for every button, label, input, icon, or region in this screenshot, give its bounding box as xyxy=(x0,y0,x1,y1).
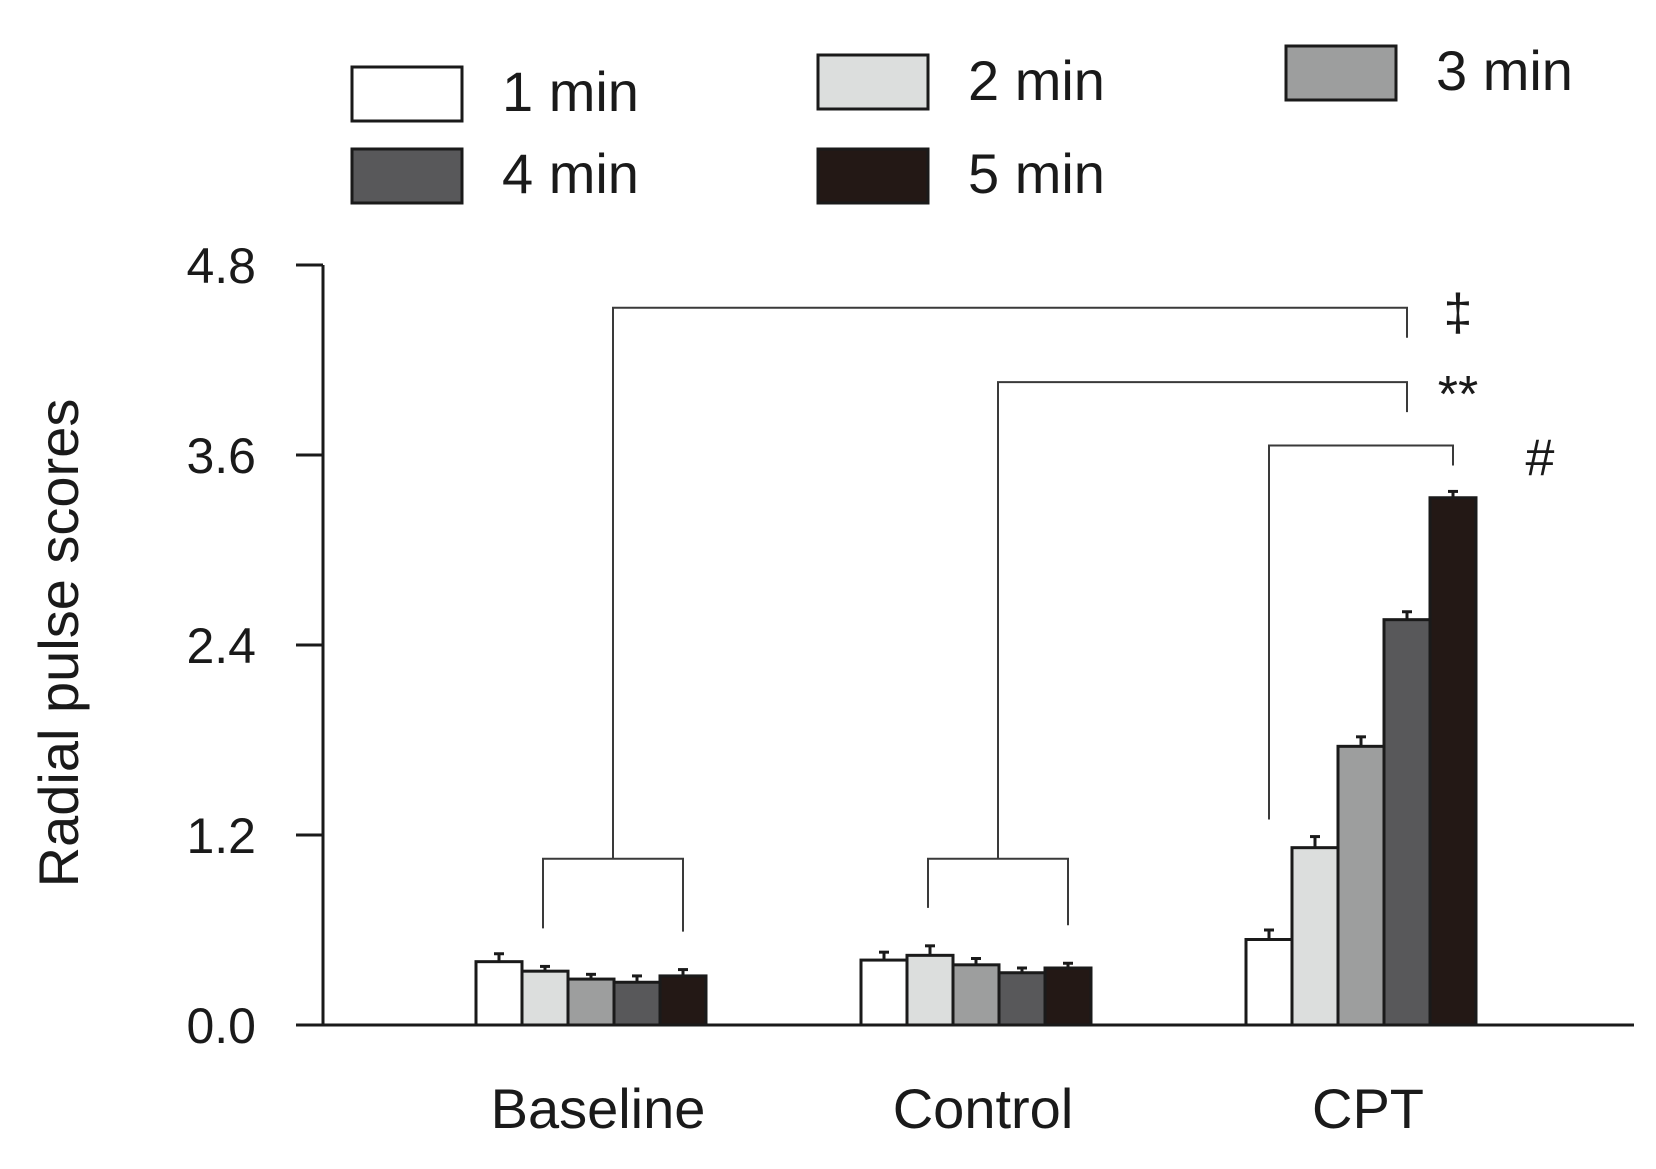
bar-cpt-1min xyxy=(1244,938,1294,1027)
significance-label-hash: # xyxy=(1526,430,1555,488)
bracket-baseline-vs-cpt xyxy=(612,306,1408,859)
bar-baseline-3min xyxy=(566,977,616,1027)
bracket-cpt-1min-vs-5min xyxy=(1268,444,1454,820)
bracket-control-group xyxy=(927,857,1069,926)
error-bar-cpt-4min xyxy=(1402,610,1412,620)
error-bar-control-1min xyxy=(879,950,889,961)
category-label-cpt: CPT xyxy=(1312,1077,1424,1140)
y-tick-label-4: 4.8 xyxy=(186,238,256,294)
bar-baseline-1min xyxy=(474,960,524,1027)
error-bar-control-3min xyxy=(971,957,981,965)
error-bar-cpt-5min xyxy=(1448,489,1458,498)
error-bar-baseline-4min xyxy=(632,974,642,983)
y-tick-0: 0.0 xyxy=(186,998,323,1054)
y-tick-label-3: 3.6 xyxy=(186,428,256,484)
bar-control-5min xyxy=(1043,966,1093,1027)
error-bar-baseline-2min xyxy=(540,964,550,972)
y-tick-2: 2.4 xyxy=(186,618,323,674)
bar-cpt-3min xyxy=(1336,744,1386,1027)
y-tick-1: 1.2 xyxy=(186,808,323,864)
bars-group xyxy=(474,496,1478,1027)
bracket-control-vs-cpt xyxy=(997,381,1408,859)
error-bar-control-5min xyxy=(1063,961,1073,968)
y-tick-4: 4.8 xyxy=(186,238,323,294)
y-tick-3: 3.6 xyxy=(186,428,323,484)
y-axis-label: Radial pulse scores xyxy=(27,399,90,888)
error-bar-control-4min xyxy=(1017,966,1027,973)
error-bar-cpt-2min xyxy=(1310,835,1320,848)
error-bar-baseline-1min xyxy=(494,952,504,962)
legend: 1 min 2 min 3 min 4 min 5 min xyxy=(350,39,1573,205)
category-label-control: Control xyxy=(893,1077,1074,1140)
error-bar-baseline-5min xyxy=(678,968,688,976)
legend-label-4min: 4 min xyxy=(502,142,639,205)
y-tick-label-1: 1.2 xyxy=(186,808,256,864)
bar-control-2min xyxy=(905,953,955,1027)
y-tick-label-2: 2.4 xyxy=(186,618,256,674)
y-tick-label-0: 0.0 xyxy=(186,998,256,1054)
legend-label-1min: 1 min xyxy=(502,60,639,123)
bar-control-4min xyxy=(997,971,1047,1027)
bar-control-3min xyxy=(951,963,1001,1027)
category-label-baseline: Baseline xyxy=(491,1077,706,1140)
significance-brackets: ‡ ** # xyxy=(542,284,1555,932)
legend-label-5min: 5 min xyxy=(968,142,1105,205)
legend-swatch-4min xyxy=(350,147,464,205)
error-bars-group xyxy=(494,489,1458,983)
bracket-baseline-group xyxy=(542,857,684,932)
legend-swatch-1min xyxy=(350,65,464,123)
significance-label-asterisks: ** xyxy=(1438,366,1478,424)
bar-baseline-2min xyxy=(520,969,570,1027)
error-bar-cpt-1min xyxy=(1264,928,1274,940)
legend-swatch-2min xyxy=(816,53,930,111)
bar-baseline-5min xyxy=(658,974,708,1027)
error-bar-control-2min xyxy=(925,944,935,956)
legend-label-2min: 2 min xyxy=(968,49,1105,112)
legend-label-3min: 3 min xyxy=(1436,39,1573,102)
error-bar-baseline-3min xyxy=(586,972,596,980)
bar-control-1min xyxy=(859,958,909,1027)
significance-label-double-dagger: ‡ xyxy=(1444,284,1473,342)
legend-swatch-5min xyxy=(816,147,930,205)
error-bar-cpt-3min xyxy=(1356,735,1366,747)
bar-cpt-5min xyxy=(1428,496,1478,1027)
legend-swatch-3min xyxy=(1284,44,1398,102)
bar-cpt-2min xyxy=(1290,846,1340,1027)
bar-baseline-4min xyxy=(612,980,662,1027)
bar-cpt-4min xyxy=(1382,618,1432,1027)
